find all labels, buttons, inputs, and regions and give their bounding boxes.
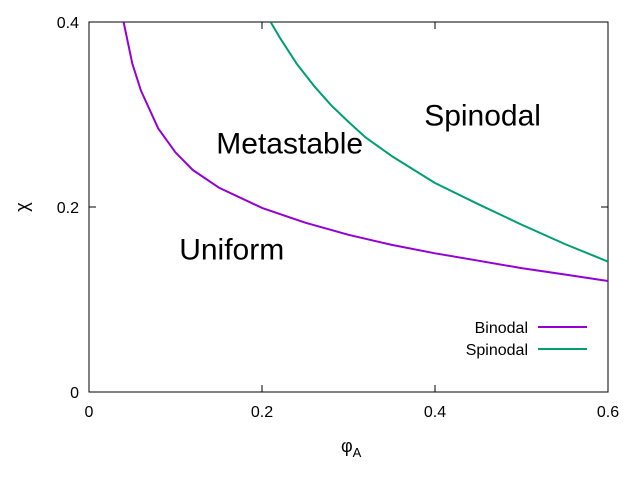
x-tick-label-0: 0 [85, 404, 94, 421]
x-tick-label-1: 0.2 [251, 404, 273, 421]
region-label-spinodal: Spinodal [424, 100, 541, 133]
y-tick-label-0: 0 [70, 385, 79, 402]
region-label-uniform: Uniform [179, 234, 284, 267]
series-line-spinodal [269, 22, 608, 263]
plot-area: 0 0.2 0.4 0.6 0 0.2 0.4 Spinodal Metastable Unifo… [57, 15, 619, 421]
y-axis-label: χ [12, 202, 32, 212]
region-label-metastable: Metastable [216, 127, 363, 160]
series-line-binodal [122, 22, 608, 282]
legend-label-binodal: Binodal [475, 320, 528, 337]
legend-label-spinodal: Spinodal [466, 342, 528, 359]
y-tick-label-1: 0.2 [57, 200, 79, 217]
y-tick-label-2: 0.4 [57, 15, 79, 32]
x-axis-label-main: φ [341, 436, 353, 456]
x-tick-label-3: 0.6 [597, 404, 619, 421]
x-tick-label-2: 0.4 [424, 404, 446, 421]
x-axis-label: φA [341, 436, 362, 460]
x-axis-label-subscript: A [353, 445, 362, 460]
